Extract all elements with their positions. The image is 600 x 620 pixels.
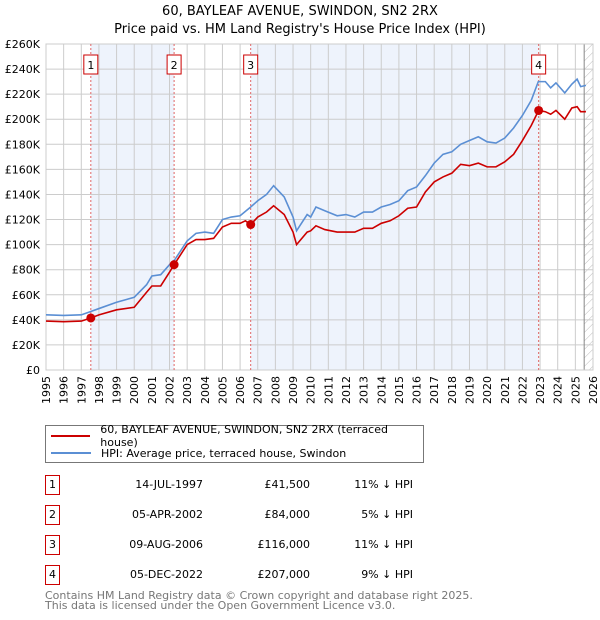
footer-licence: This data is licensed under the Open Gov…: [45, 599, 396, 612]
shaded-period: [250, 44, 539, 370]
hatched-region: [584, 44, 593, 370]
sale-hpi-diff: 11% ↓ HPI: [354, 538, 413, 551]
footer-copyright: Contains HM Land Registry data © Crown c…: [45, 589, 473, 602]
x-tick-label: 2017: [428, 376, 441, 404]
sale-marker-badge: 1: [45, 475, 60, 495]
x-tick-label: 2016: [411, 376, 424, 404]
sale-hpi-diff: 11% ↓ HPI: [354, 478, 413, 491]
sale-date: 14-JUL-1997: [135, 478, 203, 491]
table-row: 2 05-APR-2002 £84,000 5% ↓ HPI: [45, 505, 445, 525]
table-row: 3 09-AUG-2006 £116,000 11% ↓ HPI: [45, 535, 445, 555]
y-tick-label: £120K: [5, 214, 41, 227]
y-tick-label: £0: [26, 364, 40, 377]
x-tick-label: 2012: [340, 376, 353, 404]
x-tick-label: 2020: [481, 376, 494, 404]
y-tick-label: £160K: [5, 163, 41, 176]
sale-marker-badge: 3: [45, 535, 60, 555]
y-tick-label: £80K: [12, 264, 41, 277]
x-tick-label: 2003: [181, 376, 194, 404]
x-tick-label: 1998: [93, 376, 106, 404]
sale-label-box: [243, 54, 259, 75]
y-tick-label: £100K: [5, 239, 41, 252]
sale-label: 1: [87, 59, 94, 72]
legend-label: HPI: Average price, terraced house, Swin…: [101, 446, 347, 460]
x-tick-label: 2004: [199, 376, 212, 404]
y-tick-label: £240K: [5, 63, 41, 76]
sale-hpi-diff: 5% ↓ HPI: [361, 508, 413, 521]
plot-frame: [45, 43, 594, 371]
legend: 60, BAYLEAF AVENUE, SWINDON, SN2 2RX (te…: [45, 423, 424, 463]
legend-label: 60, BAYLEAF AVENUE, SWINDON, SN2 2RX (te…: [100, 423, 388, 449]
x-tick-label: 2013: [358, 376, 371, 404]
sale-marker-badge: 4: [45, 565, 60, 585]
sale-point: [534, 105, 544, 115]
x-tick-label: 2008: [269, 376, 282, 404]
x-tick-label: 2024: [552, 376, 565, 404]
x-tick-label: 2015: [393, 376, 406, 404]
shaded-period: [90, 44, 175, 370]
sale-marker-badge: 2: [45, 505, 60, 525]
legend-item-property: 60, BAYLEAF AVENUE, SWINDON, SN2 2RX (te…: [46, 423, 423, 449]
x-tick-label: 2021: [499, 376, 512, 404]
x-tick-label: 2006: [234, 376, 247, 404]
sale-label: 4: [535, 59, 542, 72]
sale-label: 3: [247, 59, 254, 72]
y-tick-label: £40K: [12, 314, 41, 327]
x-tick-label: 2007: [252, 376, 265, 404]
sale-price: £84,000: [264, 508, 311, 521]
sale-date: 05-DEC-2022: [129, 568, 203, 581]
x-tick-label: 2001: [146, 376, 159, 404]
x-tick-label: 1999: [111, 376, 124, 404]
x-tick-label: 1997: [75, 376, 88, 404]
x-tick-label: 2002: [164, 376, 177, 404]
x-tick-label: 2000: [128, 376, 141, 404]
x-tick-label: 2023: [534, 376, 547, 404]
property-price-line: [45, 105, 586, 323]
x-tick-label: 2019: [463, 376, 476, 404]
sale-price: £207,000: [257, 568, 311, 581]
y-tick-label: £200K: [5, 113, 41, 126]
sale-label: 2: [171, 59, 178, 72]
chart-title: 60, BAYLEAF AVENUE, SWINDON, SN2 2RX: [162, 4, 438, 19]
x-tick-label: 2018: [446, 376, 459, 404]
y-tick-label: £140K: [5, 188, 41, 201]
sale-price: £116,000: [257, 538, 311, 551]
legend-swatch-blue: [51, 452, 91, 454]
sale-label-box: [166, 54, 182, 75]
sale-label-box: [531, 54, 547, 75]
sale-point: [86, 313, 96, 323]
y-tick-label: £260K: [5, 38, 41, 51]
sale-point: [169, 260, 179, 270]
sale-date: 05-APR-2002: [131, 508, 203, 521]
legend-item-hpi: HPI: Average price, terraced house, Swin…: [46, 445, 346, 461]
x-tick-label: 2026: [587, 376, 600, 404]
y-tick-label: £60K: [12, 289, 41, 302]
sale-date: 09-AUG-2006: [129, 538, 203, 551]
x-tick-label: 2014: [375, 376, 388, 404]
y-tick-label: £220K: [5, 88, 41, 101]
x-tick-label: 1996: [58, 376, 71, 404]
sale-point: [246, 220, 256, 230]
chart-subtitle: Price paid vs. HM Land Registry's House …: [114, 22, 486, 37]
x-tick-label: 2009: [287, 376, 300, 404]
price-chart: 1995 1996 1997 1998 1999 2000 2001 2002 2003 2004…: [5, 38, 600, 404]
x-tick-label: 1995: [40, 376, 53, 404]
sale-hpi-diff: 9% ↓ HPI: [361, 568, 413, 581]
legend-swatch-red: [51, 435, 91, 437]
x-tick-label: 2025: [569, 376, 582, 404]
x-tick-label: 2010: [305, 376, 318, 404]
y-tick-label: £180K: [5, 138, 41, 151]
x-tick-label: 2005: [216, 376, 229, 404]
sale-label-box: [83, 54, 99, 75]
x-tick-label: 2022: [516, 376, 529, 404]
table-row: 4 05-DEC-2022 £207,000 9% ↓ HPI: [45, 565, 445, 585]
y-tick-label: £20K: [12, 339, 41, 352]
table-row: 1 14-JUL-1997 £41,500 11% ↓ HPI: [45, 475, 445, 495]
sale-price: £41,500: [264, 478, 311, 491]
x-tick-label: 2011: [322, 376, 335, 404]
